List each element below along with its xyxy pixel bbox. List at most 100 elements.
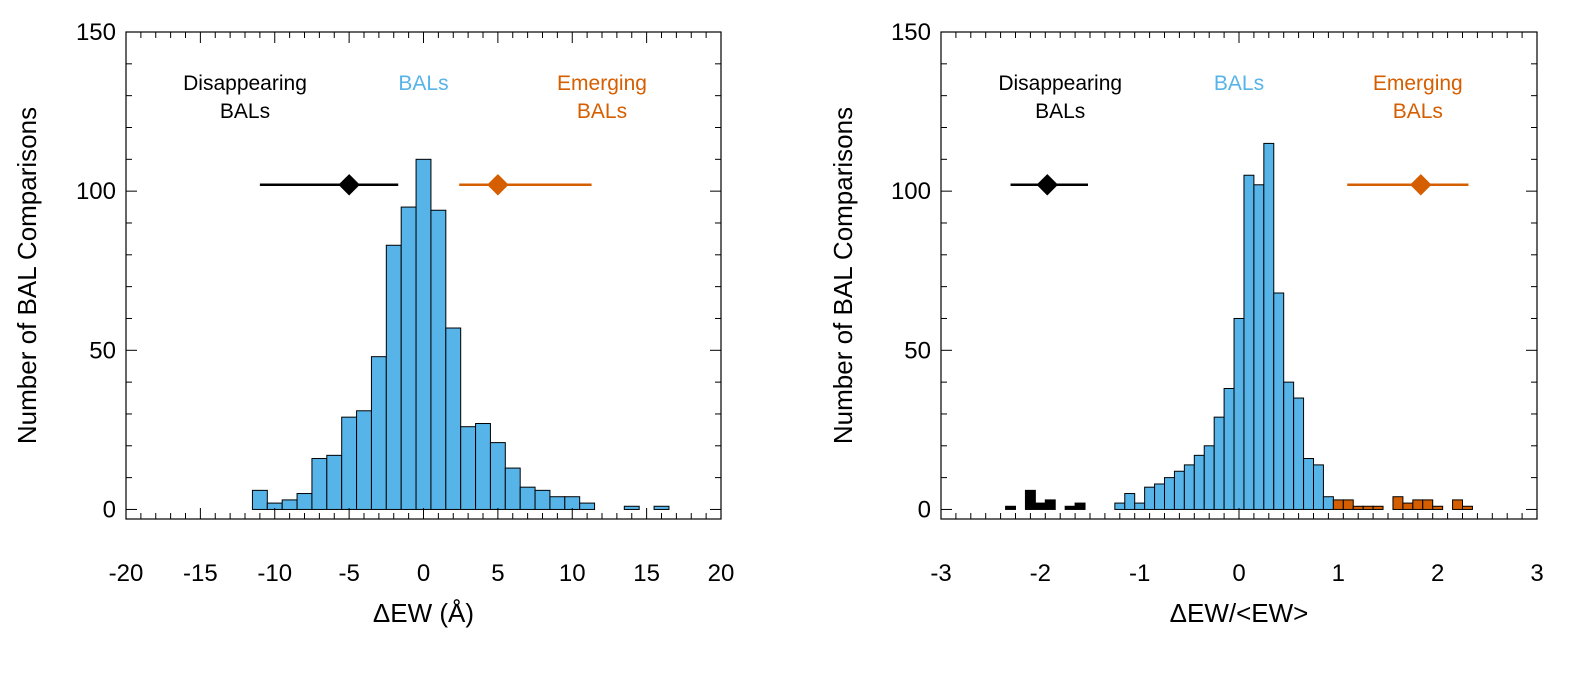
emerging-histogram-bar: [1372, 505, 1384, 510]
y-axis-title: Number of BAL Comparisons: [828, 107, 858, 444]
bal-histogram-bar: [623, 505, 640, 510]
bal-histogram-bar: [1293, 397, 1305, 510]
disappearing-histogram-bar: [1034, 502, 1046, 510]
emerging-histogram-bar: [1362, 505, 1374, 510]
bal-histogram-bar: [549, 496, 566, 510]
annotation-text: BALs: [1214, 72, 1264, 95]
bal-histogram-bar: [1243, 174, 1255, 510]
histogram-panel-dew: -20 -15 -10 -5 0 5 10 15 20 0 50 100 150 ΔEW (Å) Numbe…: [12, 19, 734, 628]
x-tick-label: -15: [183, 560, 218, 587]
bal-histogram-bar: [1193, 454, 1205, 510]
bal-histogram-bar: [1124, 493, 1136, 510]
summary-diamond-marker: [1410, 174, 1432, 196]
bal-histogram-bar: [341, 416, 358, 510]
bal-histogram-bar: [311, 458, 328, 510]
x-tick-label: 1: [1332, 560, 1345, 587]
x-tick-label: -3: [930, 560, 951, 587]
x-tick-label: 10: [559, 560, 586, 587]
annotation-text: BALs: [1035, 100, 1085, 123]
disappearing-histogram-bar: [1005, 505, 1016, 510]
summary-diamond-marker: [487, 174, 509, 196]
y-tick-label: 150: [76, 19, 116, 46]
bal-histogram-bar: [1253, 184, 1265, 510]
x-tick-label: 15: [633, 560, 660, 587]
bal-histogram-bar: [1183, 464, 1195, 510]
bal-histogram-bar: [519, 486, 536, 510]
bal-histogram-bar: [1213, 416, 1225, 510]
x-tick-label: -10: [257, 560, 292, 587]
x-tick-label: 0: [417, 560, 430, 587]
emerging-histogram-bar: [1462, 505, 1473, 510]
y-axis-title: Number of BAL Comparisons: [12, 107, 42, 444]
bal-histogram-bar: [1154, 483, 1165, 510]
emerging-histogram-bar: [1432, 505, 1444, 510]
bal-histogram-bar: [1322, 496, 1334, 510]
emerging-histogram-bar: [1412, 499, 1424, 510]
bal-histogram-bar: [1223, 387, 1235, 510]
bal-histogram-bar: [1203, 445, 1215, 510]
annotation-text: BALs: [220, 100, 270, 123]
y-tick-label: 50: [904, 337, 931, 364]
bal-histogram-bar: [475, 423, 491, 510]
x-tick-label: -5: [338, 560, 359, 587]
bal-histogram-bar: [1303, 458, 1314, 510]
emerging-histogram-bar: [1332, 499, 1344, 510]
disappearing-histogram-bar: [1024, 489, 1036, 510]
bal-histogram-bar: [564, 496, 581, 510]
bal-histogram-bar: [296, 493, 313, 510]
x-tick-label: -2: [1030, 560, 1051, 587]
disappearing-histogram-bar: [1044, 499, 1056, 510]
bal-histogram-bar: [415, 158, 432, 510]
y-tick-label: 0: [103, 496, 116, 523]
bal-histogram-bar: [504, 467, 521, 510]
bal-histogram-bar: [385, 244, 402, 510]
x-tick-label: 20: [708, 560, 735, 587]
x-tick-label: -1: [1129, 560, 1150, 587]
bal-histogram-bar: [445, 327, 462, 510]
x-tick-label: 0: [1232, 560, 1245, 587]
annotation-text: Emerging: [1373, 72, 1463, 95]
x-axis-title: ΔEW/<EW>: [1170, 598, 1309, 628]
annotation-text: Disappearing: [183, 72, 307, 95]
bal-histogram-bar: [1233, 317, 1245, 510]
x-tick-label: -20: [109, 560, 144, 587]
bal-histogram-bar: [1114, 502, 1126, 510]
bal-histogram-bar: [1313, 464, 1324, 510]
disappearing-histogram-bar: [1074, 502, 1086, 510]
x-axis-title: ΔEW (Å): [373, 598, 474, 628]
y-tick-label: 100: [76, 178, 116, 205]
annotation-text: Emerging: [557, 72, 647, 95]
emerging-histogram-bar: [1402, 502, 1414, 510]
emerging-histogram-bar: [1352, 505, 1364, 510]
bal-histogram-bar: [1283, 381, 1295, 510]
emerging-histogram-bar: [1422, 499, 1434, 510]
x-tick-label: 2: [1431, 560, 1444, 587]
emerging-histogram-bar: [1342, 499, 1354, 510]
bal-histogram-bar: [534, 489, 551, 510]
annotation-text: Disappearing: [998, 72, 1122, 95]
y-tick-label: 50: [89, 337, 116, 364]
bal-histogram-bar: [1134, 502, 1146, 510]
histogram-panel-dew-normalized: -3 -2 -1 0 1 2 3 0 50 100 150 ΔEW/<EW> Number of BAL…: [828, 19, 1544, 628]
y-tick-label: 0: [918, 496, 931, 523]
summary-diamond-marker: [338, 174, 360, 196]
emerging-histogram-bar: [1392, 496, 1404, 510]
bal-histogram-bar: [653, 505, 670, 510]
bal-histogram-bar: [1173, 470, 1185, 510]
bal-histogram-bar: [1263, 142, 1275, 510]
bal-histogram-bar: [489, 442, 506, 510]
bal-histogram-bar: [251, 489, 268, 510]
x-tick-label: 5: [491, 560, 504, 587]
bal-histogram-bar: [1273, 292, 1285, 510]
summary-diamond-marker: [1036, 174, 1058, 196]
bal-histogram-bar: [400, 206, 417, 510]
annotation-text: BALs: [577, 100, 627, 123]
emerging-histogram-bar: [1452, 499, 1463, 510]
x-tick-label: 3: [1530, 560, 1543, 587]
y-tick-label: 150: [891, 19, 931, 46]
bal-histogram-bar: [281, 499, 298, 510]
disappearing-histogram-bar: [1064, 505, 1076, 510]
bal-histogram-bar: [1164, 477, 1175, 510]
bal-histogram-bar: [430, 209, 447, 510]
